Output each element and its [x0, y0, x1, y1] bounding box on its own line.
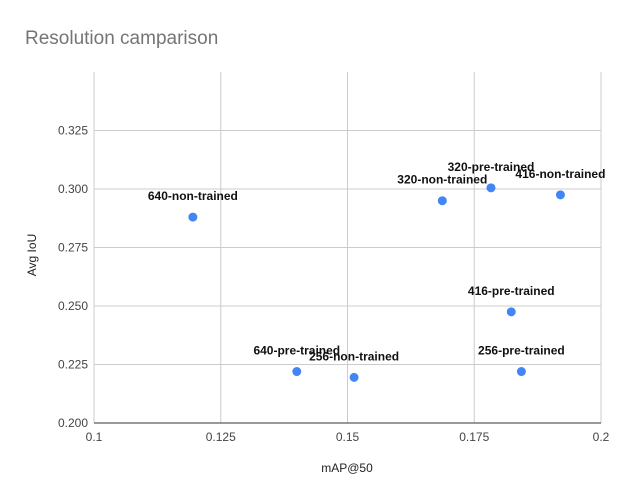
- data-point: [516, 367, 526, 377]
- data-point-label: 320-pre-trained: [448, 160, 535, 174]
- data-point: [349, 372, 359, 382]
- grid-lines: [93, 72, 602, 424]
- x-tick-label: 0.125: [206, 430, 236, 444]
- data-point: [506, 307, 516, 317]
- x-tick-labels: 0.1 0.125 0.15 0.175 0.2: [86, 430, 610, 444]
- data-point-label: 256-non-trained: [309, 349, 399, 363]
- data-point-label: 416-pre-trained: [468, 284, 555, 298]
- data-point-label: 416-non-trained: [515, 167, 605, 181]
- data-point-label: 256-pre-trained: [478, 344, 565, 358]
- x-axis-label: mAP@50: [321, 461, 373, 475]
- y-tick-label: 0.300: [58, 182, 88, 196]
- chart-title: Resolution camparison: [25, 28, 218, 49]
- data-point: [292, 367, 302, 377]
- data-point: [555, 190, 565, 200]
- y-tick-label: 0.325: [58, 124, 88, 138]
- point-labels: 640-non-trained 640-pre-trained256-non-tr…: [148, 160, 606, 364]
- data-points: [188, 183, 565, 382]
- y-tick-label: 0.200: [58, 416, 88, 430]
- y-tick-labels: 0.200 0.225 0.250 0.275 0.300 0.325: [58, 124, 88, 431]
- y-axis-label: Avg IoU: [25, 234, 39, 276]
- y-tick-label: 0.225: [58, 358, 88, 372]
- data-point-label: 320-non-trained: [397, 173, 487, 187]
- x-tick-label: 0.1: [86, 430, 103, 444]
- data-point: [486, 183, 496, 193]
- data-point: [188, 212, 198, 222]
- x-tick-label: 0.2: [593, 430, 610, 444]
- y-tick-label: 0.250: [58, 299, 88, 313]
- data-point-label: 640-non-trained: [148, 189, 238, 203]
- data-point: [437, 196, 447, 206]
- y-tick-label: 0.275: [58, 241, 88, 255]
- x-tick-label: 0.15: [336, 430, 360, 444]
- x-tick-label: 0.175: [459, 430, 489, 444]
- data-point-label: 640-pre-trained: [253, 344, 340, 358]
